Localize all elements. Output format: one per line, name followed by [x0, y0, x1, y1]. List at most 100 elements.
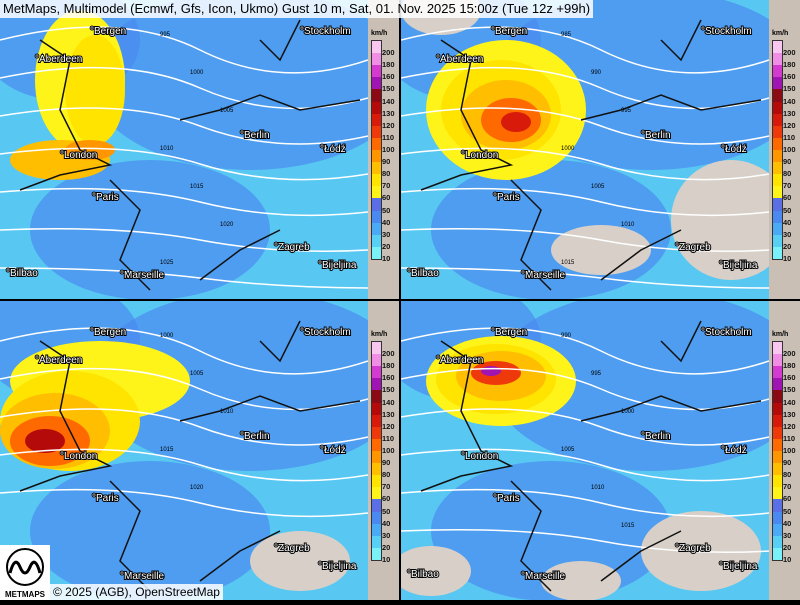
city-label: °Zagreb: [675, 543, 711, 554]
legend-unit: km/h: [371, 30, 388, 37]
legend-swatch: [773, 53, 782, 66]
forecast-panel-icon: 1000 1005 1010 1015 1020 °Aberdeen °London °Par…: [0, 301, 399, 600]
legend-swatch: [372, 547, 381, 560]
legend-swatch: [773, 426, 782, 439]
legend-label: 30: [382, 229, 391, 239]
legend-label: 50: [783, 506, 792, 516]
legend-swatch: [773, 77, 782, 90]
isobar-label: 1015: [160, 447, 174, 453]
calm-area: [541, 561, 621, 600]
isobar-label: 990: [561, 333, 572, 339]
coastline: [19, 19, 361, 291]
legend-swatch: [372, 246, 381, 259]
legend-swatch: [773, 234, 782, 247]
legend-color-bar: [772, 341, 783, 561]
color-scale-legend: km/h 200 180 160 150 140 130 120 110 100 90 80 70 60 5…: [368, 301, 399, 600]
legend-label: 30: [382, 530, 391, 540]
wind-gust-map: 985 990 995 1000 1005 1010 1015 °Aberdeen °Londo…: [401, 0, 769, 299]
legend-swatch: [773, 222, 782, 235]
legend-label: 70: [382, 181, 391, 191]
city-label: °Zagreb: [675, 242, 711, 253]
legend-label: 130: [382, 108, 395, 118]
legend-swatch: [773, 41, 782, 54]
legend-swatch: [773, 354, 782, 367]
coastline: [420, 320, 762, 592]
isobar-label: 1005: [561, 447, 575, 453]
legend-swatch: [773, 547, 782, 560]
isobar-label: 1010: [160, 146, 174, 152]
isobar-label: 1000: [160, 333, 174, 339]
city-label: °Bergen: [90, 26, 126, 37]
legend-swatch: [372, 487, 381, 500]
legend-label: 140: [783, 397, 796, 407]
legend-label: 120: [783, 421, 796, 431]
legend-swatch: [773, 149, 782, 163]
isobar-label: 1010: [220, 409, 234, 415]
legend-label: 120: [382, 421, 395, 431]
city-label: °London: [60, 150, 97, 161]
legend-swatch: [372, 162, 381, 175]
legend-swatch: [372, 426, 381, 439]
legend-swatch: [372, 234, 381, 247]
city-label: °Zagreb: [274, 242, 310, 253]
legend-swatch: [773, 125, 782, 138]
isobar: [0, 187, 368, 217]
legend-label: 140: [382, 397, 395, 407]
legend-label: 90: [783, 458, 792, 468]
isobar-label: 995: [160, 32, 171, 38]
legend-label: 40: [382, 518, 391, 528]
legend-swatch: [773, 463, 782, 476]
legend-label: 90: [382, 157, 391, 167]
legend-label: 50: [783, 205, 792, 215]
wind-gust-map: 990 995 1000 1005 1010 1015 °Aberdeen °London °P…: [401, 301, 769, 600]
legend-label: 130: [382, 409, 395, 419]
legend-label: 10: [382, 254, 391, 263]
legend-swatch: [372, 414, 381, 427]
legend-label: 70: [783, 482, 792, 492]
legend-swatch: [372, 222, 381, 235]
calm-area: [641, 511, 761, 591]
legend-label: 50: [382, 205, 391, 215]
legend-swatch: [773, 402, 782, 415]
legend-label: 200: [783, 48, 796, 58]
legend-label: 120: [783, 120, 796, 130]
city-label: °Stockholm: [300, 327, 351, 338]
legend-swatch: [372, 523, 381, 536]
isobar-label: 1005: [220, 108, 234, 114]
legend-swatch: [372, 174, 381, 187]
city-label: °Paris: [493, 192, 520, 203]
gust-area: [65, 35, 125, 145]
city-label: °Marseille: [120, 270, 164, 281]
legend-label: 110: [783, 433, 796, 443]
legend-swatch: [372, 137, 381, 150]
copyright-footer: © 2025 (AGB), OpenStreetMap: [50, 584, 223, 600]
legend-label: 20: [783, 241, 792, 251]
city-label: °Łódź: [320, 144, 346, 155]
legend-swatch: [773, 210, 782, 223]
city-label: °Marseille: [521, 270, 565, 281]
legend-label: 30: [783, 229, 792, 239]
isobar-label: 1020: [220, 222, 234, 228]
color-scale-legend: km/h 200 180 160 150 140 130 120 110 100 90 80 70 60 5…: [769, 0, 800, 299]
isobar: [0, 267, 368, 289]
legend-swatch: [372, 89, 381, 102]
city-label: °Berlin: [641, 130, 671, 141]
city-label: °Paris: [92, 192, 119, 203]
city-label: °Bijeljina: [318, 260, 357, 271]
isobar: [401, 529, 769, 553]
legend-label: 110: [783, 132, 796, 142]
city-label: °Bergen: [491, 327, 527, 338]
legend-label: 150: [783, 84, 796, 94]
city-label: °Aberdeen: [35, 355, 82, 366]
legend-label: 10: [783, 555, 792, 564]
legend-color-bar: [772, 40, 783, 260]
legend-label: 130: [783, 108, 796, 118]
city-label: °Łódź: [721, 144, 747, 155]
legend-unit: km/h: [772, 30, 789, 37]
legend-label: 40: [382, 217, 391, 227]
legend-label: 60: [382, 494, 391, 504]
legend-unit: km/h: [371, 331, 388, 338]
legend-swatch: [372, 125, 381, 138]
legend-swatch: [773, 162, 782, 175]
city-label: °London: [461, 150, 498, 161]
